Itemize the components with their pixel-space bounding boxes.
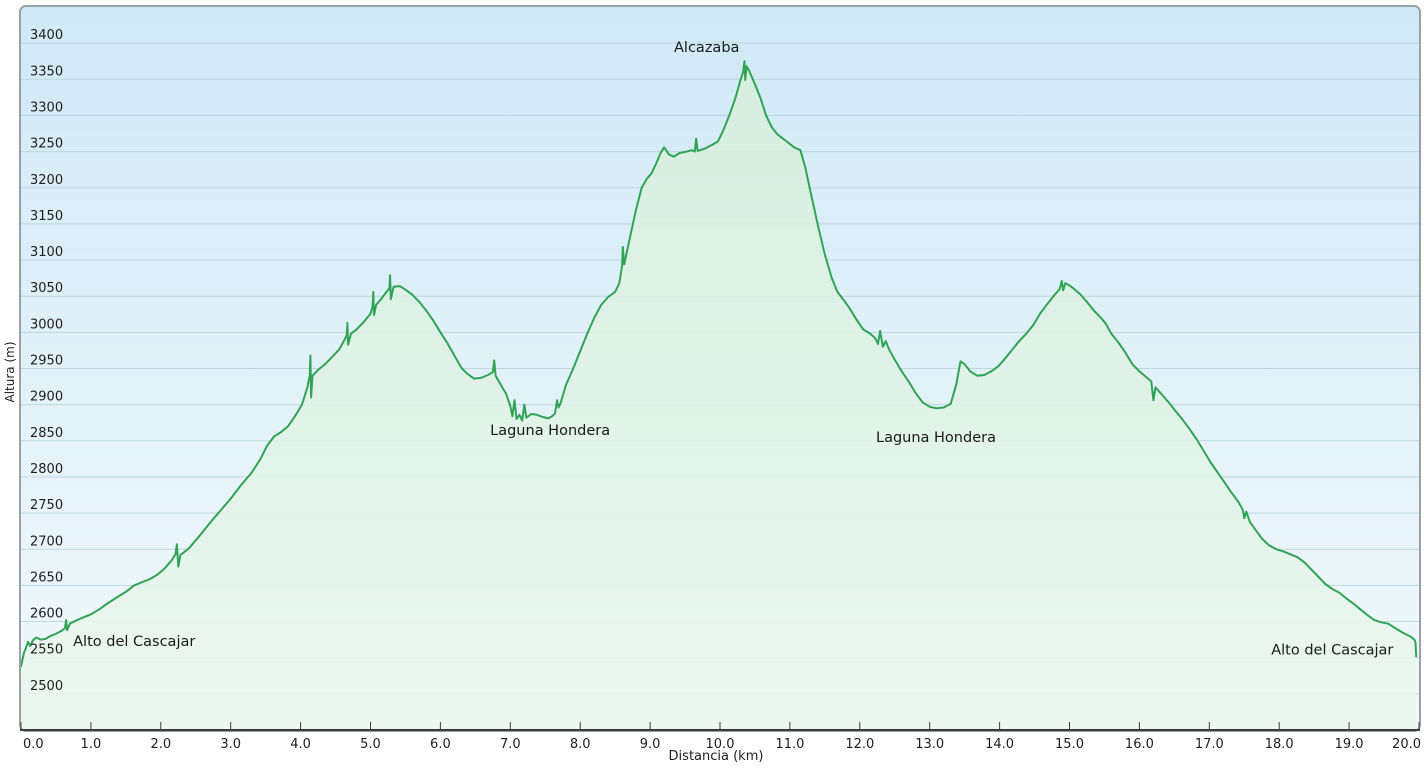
y-tick-label: 3400 bbox=[30, 28, 63, 43]
y-tick-label: 3000 bbox=[30, 317, 63, 332]
x-tick-label: 14.0 bbox=[985, 737, 1014, 752]
x-tick-label: 1.0 bbox=[81, 737, 102, 752]
series-group bbox=[21, 60, 1418, 730]
y-tick-label: 3300 bbox=[30, 100, 63, 115]
elevation-line bbox=[21, 60, 1418, 668]
y-tick-label: 3100 bbox=[30, 245, 63, 260]
y-tick-label: 2500 bbox=[30, 679, 63, 694]
annotation-label: Alto del Cascajar bbox=[1271, 643, 1393, 659]
x-tick-label: 4.0 bbox=[290, 737, 311, 752]
annotation-label: Laguna Hondera bbox=[876, 430, 996, 446]
x-tick-label: 17.0 bbox=[1195, 737, 1224, 752]
annotation-label: Alto del Cascajar bbox=[73, 634, 195, 650]
annotation-label: Laguna Hondera bbox=[490, 423, 610, 439]
y-tick-label: 3250 bbox=[30, 137, 63, 152]
annotation-label: Alcazaba bbox=[674, 40, 739, 56]
y-tick-label: 2850 bbox=[30, 426, 63, 441]
y-tick-label: 2750 bbox=[30, 498, 63, 513]
x-tick-label: 8.0 bbox=[570, 737, 591, 752]
x-tick-label: 12.0 bbox=[845, 737, 874, 752]
elevation-area bbox=[21, 61, 1417, 730]
y-tick-label: 2550 bbox=[30, 643, 63, 658]
x-tick-label: 6.0 bbox=[430, 737, 451, 752]
x-tick-label: 18.0 bbox=[1265, 737, 1294, 752]
x-tick-label: 3.0 bbox=[220, 737, 241, 752]
x-tick-label: 2.0 bbox=[150, 737, 171, 752]
x-tick-label: 15.0 bbox=[1055, 737, 1084, 752]
x-tick-label: 20.0 bbox=[1392, 737, 1421, 752]
x-tick-label: 9.0 bbox=[640, 737, 661, 752]
x-tick-label: 19.0 bbox=[1335, 737, 1364, 752]
x-tick-label: 0.0 bbox=[23, 737, 44, 752]
x-tick-label: 5.0 bbox=[360, 737, 381, 752]
y-tick-label: 2650 bbox=[30, 570, 63, 585]
x-tick-label: 13.0 bbox=[915, 737, 944, 752]
x-tick-label: 7.0 bbox=[500, 737, 521, 752]
y-tick-label: 2900 bbox=[30, 390, 63, 405]
x-tick-label: 10.0 bbox=[706, 737, 735, 752]
x-tick-label: 11.0 bbox=[775, 737, 804, 752]
y-tick-label: 2800 bbox=[30, 462, 63, 477]
y-tick-label: 2600 bbox=[30, 607, 63, 622]
y-tick-label: 3200 bbox=[30, 173, 63, 188]
y-tick-label: 2950 bbox=[30, 354, 63, 369]
y-tick-label: 3150 bbox=[30, 209, 63, 224]
y-tick-label: 3050 bbox=[30, 281, 63, 296]
y-tick-label: 2700 bbox=[30, 534, 63, 549]
x-tick-label: 16.0 bbox=[1125, 737, 1154, 752]
y-tick-label: 3350 bbox=[30, 64, 63, 79]
y-axis-title: Altura (m) bbox=[3, 341, 17, 402]
x-axis-title: Distancia (km) bbox=[669, 749, 764, 764]
